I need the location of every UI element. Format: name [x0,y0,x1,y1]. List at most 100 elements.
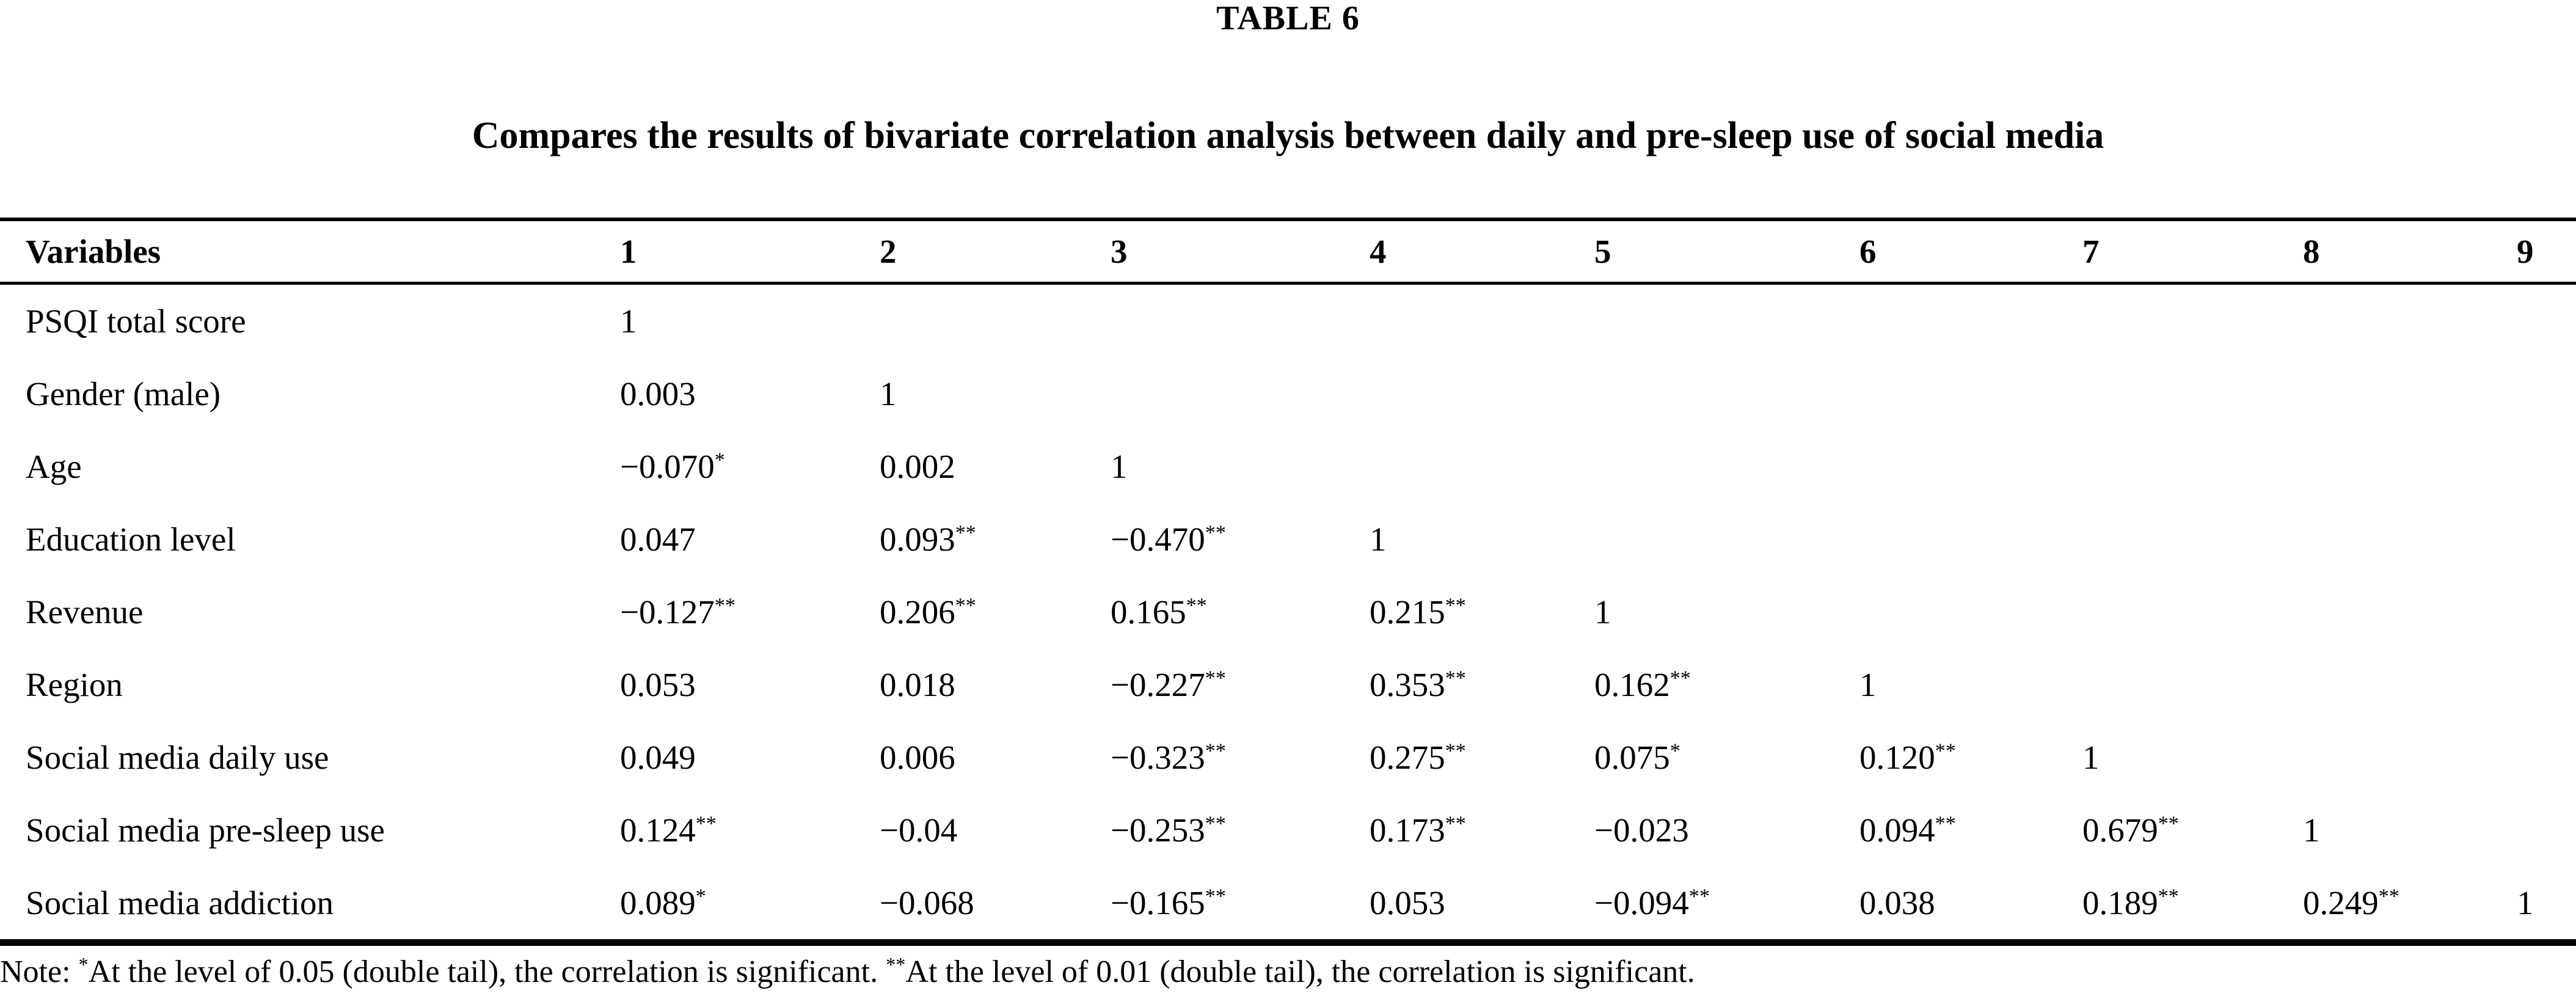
correlation-cell: 0.094** [1859,811,1956,849]
significance-asterisk: ** [1445,594,1466,617]
table-title: Compares the results of bivariate correl… [472,115,2104,156]
correlation-cell: 0.165** [1111,593,1207,631]
correlation-cell [2082,576,2303,648]
variables-column-header: Variables [0,219,620,285]
row-variable: Social media pre-sleep use [26,811,385,849]
correlation-cell [1111,357,1370,430]
correlation-table: Variables 1 2 3 4 5 6 7 8 9 PSQI total score 1 Gend… [0,218,2576,946]
correlation-cell: −0.04 [880,811,958,849]
significance-asterisk: ** [1445,812,1466,835]
row-variable: Education level [26,521,236,558]
correlation-cell: 0.038 [1859,884,1935,921]
correlation-cell: 0.275** [1370,739,1466,776]
correlation-cell: 0.173** [1370,811,1466,849]
correlation-cell: 1 [1859,666,1877,703]
correlation-cell: 0.053 [1370,884,1445,921]
significance-asterisk: ** [1669,667,1691,690]
correlation-cell [1594,430,1859,503]
correlation-cell [2517,503,2576,576]
correlation-cell [2082,284,2303,358]
correlation-cell: 0.093** [880,521,976,558]
correlation-cell: 0.018 [880,666,955,703]
correlation-cell [2303,576,2517,648]
significance-asterisk: ** [2378,885,2399,908]
correlation-cell [1594,357,1859,430]
significance-asterisk: ** [714,594,735,617]
correlation-cell: −0.094** [1594,884,1710,921]
correlation-cell [1370,284,1594,358]
significance-asterisk: * [78,953,89,976]
significance-asterisk: ** [955,594,976,617]
row-variable: PSQI total score [26,302,246,340]
row-variable: Revenue [26,593,144,631]
correlation-cell [1370,430,1594,503]
significance-asterisk: * [714,449,725,472]
correlation-cell: 0.353** [1370,666,1466,703]
correlation-cell [2517,648,2576,721]
column-header-7: 7 [2082,219,2303,285]
correlation-cell: −0.127** [620,593,735,631]
table-row: Revenue −0.127** 0.206** 0.165** 0.215** 1 [0,576,2576,648]
correlation-cell [1594,503,1859,576]
correlation-cell [2303,430,2517,503]
correlation-cell [2303,357,2517,430]
correlation-cell [2517,576,2576,648]
significance-asterisk: ** [2158,885,2179,908]
significance-asterisk: ** [1935,739,1956,763]
correlation-cell: −0.323** [1111,739,1226,776]
table-row: Social media pre-sleep use 0.124** −0.04 −0… [0,794,2576,866]
table-row: Social media addiction 0.089* −0.068 −0.165… [0,866,2576,943]
significance-asterisk: ** [1205,667,1226,690]
header-row: Variables 1 2 3 4 5 6 7 8 9 [0,219,2576,285]
correlation-cell [2082,503,2303,576]
correlation-cell [880,284,1111,358]
correlation-cell: 1 [1370,521,1387,558]
column-header-3: 3 [1111,219,1370,285]
correlation-cell [2303,721,2517,794]
correlation-cell: 1 [2517,884,2534,921]
correlation-cell: 0.206** [880,593,976,631]
column-header-5: 5 [1594,219,1859,285]
correlation-cell: 1 [1111,448,1128,485]
correlation-cell [2517,430,2576,503]
correlation-cell: 1 [880,375,897,412]
column-header-1: 1 [620,219,880,285]
correlation-cell: 0.003 [620,375,696,412]
significance-asterisk: ** [1205,812,1226,835]
correlation-cell [2303,648,2517,721]
correlation-cell: 0.047 [620,521,696,558]
correlation-cell [1859,357,2082,430]
table-container: Variables 1 2 3 4 5 6 7 8 9 PSQI total score 1 Gend… [0,218,2576,991]
correlation-cell: 0.162** [1594,666,1691,703]
row-variable: Age [26,448,82,485]
row-variable: Social media addiction [26,884,334,921]
table-row: Social media daily use 0.049 0.006 −0.323**… [0,721,2576,794]
correlation-cell [2082,648,2303,721]
significance-asterisk: ** [1935,812,1956,835]
table-body: PSQI total score 1 Gender (male) 0.003 1 Age −… [0,284,2576,943]
significance-asterisk: ** [1445,667,1466,690]
correlation-cell: 1 [620,302,637,340]
significance-asterisk: ** [2158,812,2179,835]
correlation-cell: −0.070* [620,448,725,485]
correlation-cell [2082,357,2303,430]
correlation-cell: 0.006 [880,739,955,776]
correlation-cell [1370,357,1594,430]
correlation-cell: 1 [2303,811,2320,849]
correlation-cell: −0.253** [1111,811,1226,849]
table-row: PSQI total score 1 [0,284,2576,358]
correlation-cell: 1 [1594,593,1611,631]
correlation-cell: −0.227** [1111,666,1226,703]
table-header: Variables 1 2 3 4 5 6 7 8 9 [0,219,2576,285]
correlation-cell: 1 [2082,739,2100,776]
column-header-4: 4 [1370,219,1594,285]
correlation-cell [2517,721,2576,794]
significance-asterisk: ** [1205,739,1226,763]
correlation-cell [1111,284,1370,358]
table-note: Note: *At the level of 0.05 (double tail… [0,953,1695,989]
significance-asterisk: ** [886,953,906,976]
table-row: Age −0.070* 0.002 1 [0,430,2576,503]
significance-asterisk: ** [955,521,976,544]
correlation-cell [2517,357,2576,430]
